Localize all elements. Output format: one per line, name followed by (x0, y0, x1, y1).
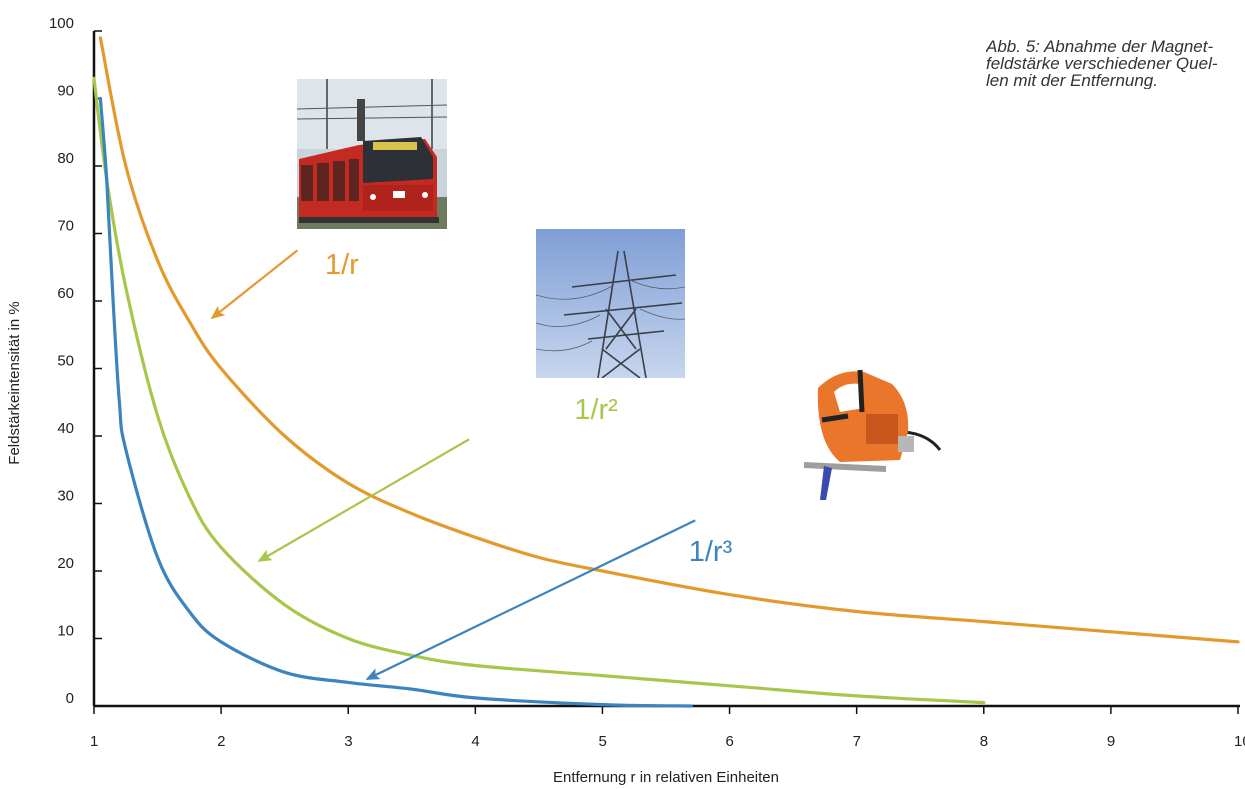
series-line-3 (98, 96, 693, 708)
y-tick-label: 10 (57, 623, 74, 640)
x-tick-label: 4 (471, 733, 479, 750)
annotation-arrow (365, 519, 696, 680)
y-tick-label: 40 (57, 420, 74, 437)
y-tick-label: 50 (57, 353, 74, 370)
caption-line: feldstärke verschiedener Quel- (986, 54, 1218, 73)
train-photo (297, 79, 447, 229)
jigsaw-photo (800, 362, 945, 504)
x-tick-label: 2 (217, 733, 225, 750)
series-group (92, 36, 1240, 708)
y-tick-label: 20 (57, 555, 74, 572)
figure-caption: Abb. 5: Abnahme der Magnet- feldstärke v… (986, 38, 1245, 89)
y-tick-label: 70 (57, 218, 74, 235)
y-tick-label: 0 (66, 690, 74, 707)
axes: 123456789100102030405060708090100 (49, 15, 1245, 750)
y-tick-label: 90 (57, 83, 74, 100)
x-tick-label: 8 (980, 733, 988, 750)
x-tick-label: 1 (90, 733, 98, 750)
y-tick-label: 100 (49, 15, 74, 32)
y-tick-label: 80 (57, 150, 74, 167)
annotations: 1/r 1/r² 1/r³ (210, 249, 733, 680)
x-tick-label: 7 (853, 733, 861, 750)
x-tick-label: 5 (598, 733, 606, 750)
curve-label: 1/r (325, 249, 359, 281)
annotation-arrow (210, 249, 299, 320)
x-tick-label: 6 (726, 733, 734, 750)
x-tick-label: 3 (344, 733, 352, 750)
y-tick-label: 60 (57, 285, 74, 302)
annotation-arrow (257, 438, 470, 562)
curve-label: 1/r² (574, 394, 618, 426)
series-line-2 (92, 76, 986, 705)
x-axis-title: Entfernung r in relativen Einheiten (553, 769, 779, 786)
caption-line: len mit der Entfernung. (986, 71, 1158, 89)
y-tick-label: 30 (57, 488, 74, 505)
y-axis-title: Feldstärkeintensität in % (6, 301, 23, 464)
pylon-photo (536, 229, 685, 378)
series-line-1 (98, 36, 1240, 644)
caption-line: Abb. 5: Abnahme der Magnet- (986, 38, 1214, 56)
x-tick-label: 9 (1107, 733, 1115, 750)
x-tick-label: 10 (1234, 733, 1245, 750)
curve-label: 1/r³ (689, 536, 733, 568)
